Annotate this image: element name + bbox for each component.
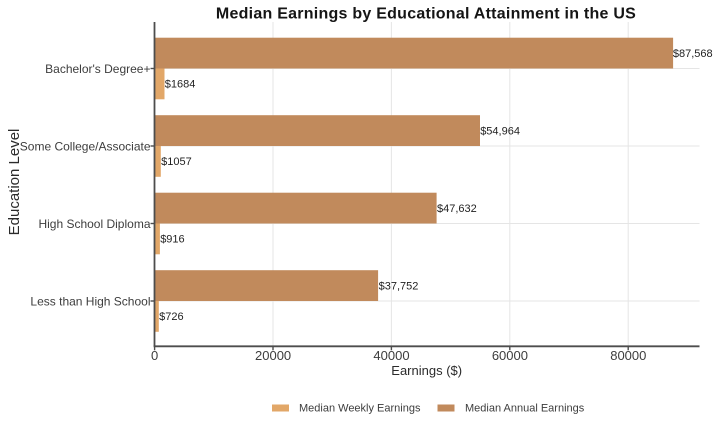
svg-text:Median Weekly Earnings: Median Weekly Earnings: [299, 403, 421, 415]
svg-text:Education Level: Education Level: [6, 129, 23, 236]
svg-text:$726: $726: [159, 311, 183, 323]
svg-text:Less than High School: Less than High School: [30, 294, 150, 308]
svg-text:Bachelor's Degree+: Bachelor's Degree+: [45, 62, 150, 76]
svg-text:Median Annual Earnings: Median Annual Earnings: [465, 403, 585, 415]
svg-text:$54,964: $54,964: [480, 126, 520, 138]
svg-text:60000: 60000: [492, 348, 528, 363]
svg-text:$1684: $1684: [165, 79, 196, 91]
svg-text:$916: $916: [160, 234, 184, 246]
svg-text:High School Diploma: High School Diploma: [38, 217, 150, 231]
svg-text:0: 0: [151, 348, 158, 363]
svg-text:40000: 40000: [373, 348, 409, 363]
svg-text:Some College/Associate: Some College/Associate: [20, 140, 151, 154]
svg-text:80000: 80000: [610, 348, 646, 363]
svg-text:$87,568: $87,568: [673, 48, 713, 60]
svg-text:Earnings ($): Earnings ($): [391, 363, 462, 378]
svg-text:$1057: $1057: [161, 156, 192, 168]
svg-text:$47,632: $47,632: [437, 203, 477, 215]
svg-text:$37,752: $37,752: [379, 281, 419, 293]
svg-text:20000: 20000: [255, 348, 291, 363]
svg-text:Median Earnings by Educational: Median Earnings by Educational Attainmen…: [216, 5, 636, 22]
